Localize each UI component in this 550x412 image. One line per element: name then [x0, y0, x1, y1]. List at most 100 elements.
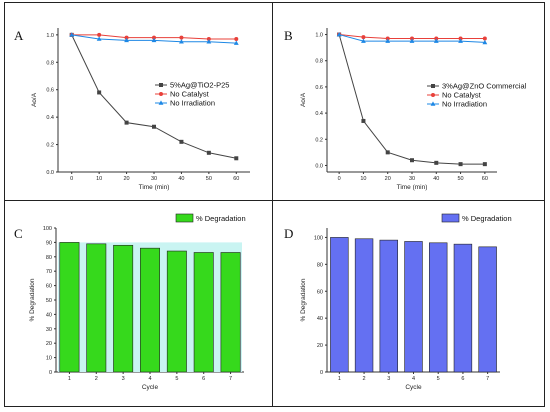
- chart-b-series-1-point: [458, 162, 463, 167]
- chart-c-bar: [220, 252, 241, 373]
- chart-a-series-1-point: [152, 124, 156, 129]
- chart-a-y-tick-label: 0.8: [46, 60, 54, 66]
- horizontal-divider: [4, 200, 545, 201]
- chart-a-x-tick-label: 40: [178, 176, 184, 182]
- chart-a-series-3-point: [179, 39, 184, 44]
- chart-a-x-tick-label: 10: [96, 176, 102, 182]
- chart-a-series-2-point: [234, 36, 239, 41]
- chart-c-x-tick-label: 3: [122, 376, 125, 382]
- chart-c-x-tick-label: 7: [229, 376, 232, 382]
- chart-d-x-tick-label: 3: [387, 376, 390, 382]
- chart-c-y-tick-label: 0: [49, 370, 52, 376]
- chart-c-y-tick-label: 10: [46, 356, 52, 362]
- chart-b-legend-marker: [431, 93, 435, 97]
- chart-b-x-tick-label: 20: [385, 176, 391, 182]
- chart-c-y-tick-label: 60: [46, 284, 52, 290]
- chart-a-series-3-point: [69, 32, 75, 37]
- chart-a-series-1-point: [97, 90, 102, 95]
- chart-a-series-2-point: [124, 35, 129, 40]
- chart-c-x-tick-label: 1: [68, 376, 71, 382]
- chart-d-x-tick-label: 4: [412, 376, 415, 382]
- chart-d-y-tick-label: 100: [314, 235, 323, 241]
- chart-b-y-tick-label: 1.0: [315, 33, 323, 39]
- chart-c-y-tick-label: 100: [43, 226, 52, 232]
- chart-b-x-tick-label: 10: [360, 176, 366, 182]
- chart-b-x-tick-label: 40: [433, 176, 439, 182]
- chart-b-y-axis-title: Ao/A: [300, 92, 307, 107]
- chart-b-series-3-point: [385, 38, 391, 43]
- chart-c-x-tick-label: 4: [148, 376, 151, 382]
- chart-a-series-1-point: [179, 139, 184, 144]
- chart-d-y-tick-label: 60: [317, 289, 323, 295]
- chart-a-series-2-point: [179, 35, 184, 40]
- chart-c-y-tick-label: 40: [46, 312, 52, 318]
- chart-a-x-tick-label: 20: [124, 176, 130, 182]
- chart-b-series-2-point: [434, 36, 439, 41]
- chart-c-bar: [166, 250, 187, 373]
- chart-d-legend-label: % Degradation: [462, 214, 512, 223]
- chart-b-series-3-point: [361, 38, 366, 43]
- chart-b-series-3-point: [336, 31, 342, 37]
- chart-a-series-3-point: [96, 36, 102, 41]
- chart-a-x-tick-label: 50: [206, 176, 212, 182]
- chart-c-y-tick-label: 50: [46, 298, 52, 304]
- chart-b-series-2-point: [361, 35, 366, 40]
- chart-b-series-3-point: [409, 38, 415, 43]
- chart-b-legend-marker: [431, 84, 435, 88]
- chart-b-x-axis-title: Time (min): [397, 184, 428, 191]
- chart-c-legend-swatch: [175, 213, 194, 223]
- chart-a-series-1-line: [71, 34, 237, 159]
- chart-c-bar: [113, 244, 134, 373]
- chart-d-x-tick-label: 7: [486, 376, 489, 382]
- chart-d-x-axis-title: Cycle: [405, 384, 422, 391]
- chart-a-y-tick-label: 0.2: [46, 143, 54, 149]
- chart-b-series-3-point: [458, 38, 463, 43]
- chart-b-y-tick-label: 0.2: [315, 137, 323, 143]
- chart-b-y-tick-label: 0.8: [315, 59, 323, 65]
- chart-b-series-1-point: [385, 150, 390, 155]
- chart-c-y-tick-label: 80: [46, 255, 52, 261]
- panel-label-d: D: [284, 226, 294, 241]
- chart-d-legend-swatch: [441, 213, 460, 223]
- chart-a-x-tick-label: 60: [233, 176, 239, 182]
- chart-d-bar: [354, 238, 374, 373]
- chart-b-legend-marker: [430, 101, 436, 106]
- chart-b-series-1-point: [410, 158, 414, 163]
- chart-b-series-2-point: [458, 36, 463, 41]
- chart-b-legend-label: No Irradiation: [442, 100, 487, 109]
- chart-c-y-tick-label: 20: [46, 341, 52, 347]
- chart-a-x-tick-label: 30: [151, 176, 157, 182]
- chart-a-series-1-point: [234, 156, 239, 161]
- chart-d-y-tick-label: 40: [317, 316, 323, 322]
- chart-c-bar: [86, 243, 107, 373]
- chart-a-y-tick-label: 0.6: [46, 88, 54, 94]
- chart-b-y-tick-label: 0.4: [315, 111, 323, 117]
- chart-b-x-tick-label: 60: [482, 176, 488, 182]
- chart-a-legend-label: No Catalyst: [170, 90, 210, 99]
- chart-d-y-tick-label: 80: [317, 262, 323, 268]
- chart-a-series-1-point: [206, 150, 211, 155]
- chart-d-x-tick-label: 5: [437, 376, 440, 382]
- chart-a-series-2-point: [206, 36, 211, 41]
- chart-a-legend-marker: [159, 83, 163, 87]
- chart-d-bar: [429, 242, 448, 373]
- chart-c-legend-label: % Degradation: [196, 214, 246, 223]
- chart-b-series-1-point: [434, 160, 439, 165]
- panel-label-c: C: [14, 226, 23, 241]
- chart-c-y-axis-title: % Degradation: [29, 278, 36, 321]
- chart-a-series-3-point: [206, 39, 212, 44]
- chart-a-series-1-point: [124, 120, 129, 125]
- chart-b-legend-label: 3%Ag@ZnO Commercial: [442, 82, 527, 91]
- chart-d-bar: [379, 239, 398, 373]
- chart-a-series-2-point: [97, 32, 102, 37]
- chart-a-series-3-point: [124, 37, 129, 43]
- chart-b-series-1-point: [361, 118, 366, 123]
- chart-a-x-tick-label: 0: [70, 176, 73, 182]
- chart-c-x-tick-label: 6: [202, 376, 205, 382]
- chart-d-bar: [478, 246, 497, 373]
- chart-a-x-axis-title: Time (min): [139, 184, 170, 191]
- chart-c-x-tick-label: 5: [175, 376, 178, 382]
- chart-b-series-3-point: [482, 39, 488, 45]
- chart-a-series-2-point: [152, 35, 156, 40]
